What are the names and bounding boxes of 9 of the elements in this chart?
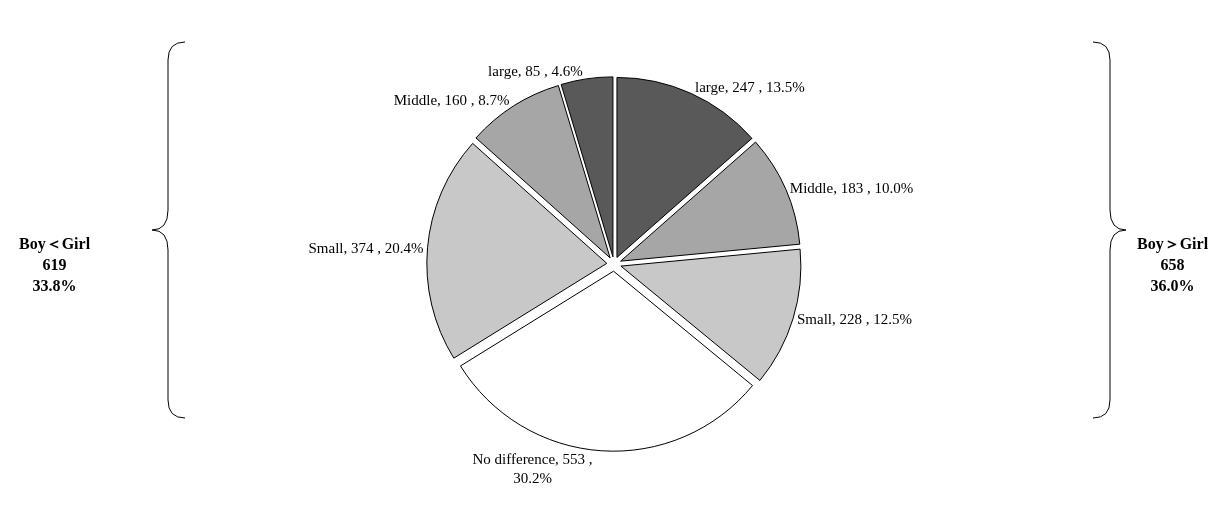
text: Boy＞Girl 658 36.0% bbox=[1137, 235, 1209, 294]
text: Boy＜Girl 619 33.8% bbox=[19, 235, 91, 294]
slice-label: Middle, 183 , 10.0% bbox=[789, 180, 914, 197]
slice-label: large, 247 , 13.5% bbox=[695, 78, 805, 95]
slice-label: Small, 228 , 12.5% bbox=[797, 311, 912, 328]
slice-label: Middle, 160 , 8.7% bbox=[393, 92, 510, 109]
slice-label: large, 85 , 4.6% bbox=[488, 62, 583, 79]
slice-label: Small, 374 , 20.4% bbox=[308, 239, 424, 256]
slice-label: No difference, 553 , 30.2% bbox=[472, 450, 593, 487]
